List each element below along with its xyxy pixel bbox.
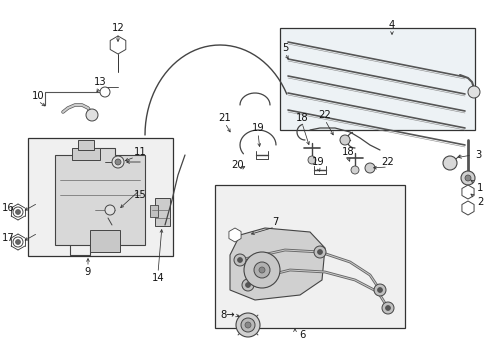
Circle shape: [229, 230, 240, 240]
Bar: [280, 28, 474, 130]
Text: 4: 4: [388, 20, 394, 30]
Circle shape: [242, 279, 253, 291]
Circle shape: [259, 267, 264, 273]
Text: 10: 10: [32, 91, 44, 101]
Bar: [90, 230, 120, 252]
Polygon shape: [55, 148, 145, 245]
Polygon shape: [110, 36, 125, 54]
Circle shape: [13, 237, 23, 247]
Circle shape: [13, 207, 23, 217]
Circle shape: [307, 156, 315, 164]
Circle shape: [462, 187, 472, 197]
Text: 8→: 8→: [220, 310, 235, 320]
Text: 18: 18: [295, 113, 307, 123]
Bar: [215, 185, 404, 328]
Polygon shape: [229, 228, 325, 300]
Bar: [28, 138, 173, 256]
Text: 14: 14: [151, 273, 164, 283]
Text: 18: 18: [341, 147, 354, 157]
Circle shape: [364, 163, 374, 173]
Text: 7: 7: [271, 217, 278, 227]
Text: 15: 15: [133, 190, 146, 200]
Text: 9: 9: [84, 267, 91, 277]
Bar: [155, 198, 170, 226]
Text: 22: 22: [318, 110, 331, 120]
Polygon shape: [228, 228, 241, 242]
Circle shape: [377, 288, 382, 292]
Circle shape: [244, 252, 280, 288]
Circle shape: [245, 283, 250, 288]
Text: 5: 5: [281, 43, 287, 53]
Circle shape: [16, 239, 20, 244]
Circle shape: [467, 86, 479, 98]
Circle shape: [112, 39, 124, 51]
Circle shape: [317, 249, 322, 255]
Circle shape: [381, 302, 393, 314]
Circle shape: [244, 322, 250, 328]
Text: 12: 12: [111, 23, 124, 33]
Circle shape: [16, 210, 20, 215]
Polygon shape: [461, 185, 473, 199]
Circle shape: [236, 313, 260, 337]
Circle shape: [313, 246, 325, 258]
Circle shape: [100, 87, 110, 97]
Text: 19: 19: [251, 123, 264, 133]
Text: 3: 3: [474, 150, 480, 160]
Text: 20: 20: [231, 160, 244, 170]
Circle shape: [112, 156, 124, 168]
Text: 2: 2: [476, 197, 482, 207]
Circle shape: [253, 262, 269, 278]
Circle shape: [460, 171, 474, 185]
Circle shape: [241, 318, 254, 332]
Circle shape: [115, 159, 121, 165]
Polygon shape: [461, 201, 473, 215]
Circle shape: [86, 109, 98, 121]
Circle shape: [464, 175, 470, 181]
Text: 19: 19: [311, 157, 324, 167]
Circle shape: [105, 205, 115, 215]
Bar: [72, 148, 100, 160]
Circle shape: [442, 156, 456, 170]
Circle shape: [237, 257, 242, 262]
Circle shape: [373, 284, 385, 296]
Text: 11: 11: [133, 147, 146, 157]
Text: 13: 13: [94, 77, 106, 87]
Text: 22: 22: [381, 157, 393, 167]
Text: 21: 21: [218, 113, 231, 123]
Circle shape: [385, 306, 390, 310]
Bar: [78, 140, 94, 150]
Text: 17: 17: [1, 233, 14, 243]
Text: 16: 16: [1, 203, 14, 213]
Circle shape: [350, 166, 358, 174]
Text: 1: 1: [476, 183, 482, 193]
Circle shape: [339, 135, 349, 145]
Text: 6: 6: [298, 330, 305, 340]
Circle shape: [234, 254, 245, 266]
Circle shape: [462, 203, 472, 213]
Bar: [150, 205, 158, 217]
